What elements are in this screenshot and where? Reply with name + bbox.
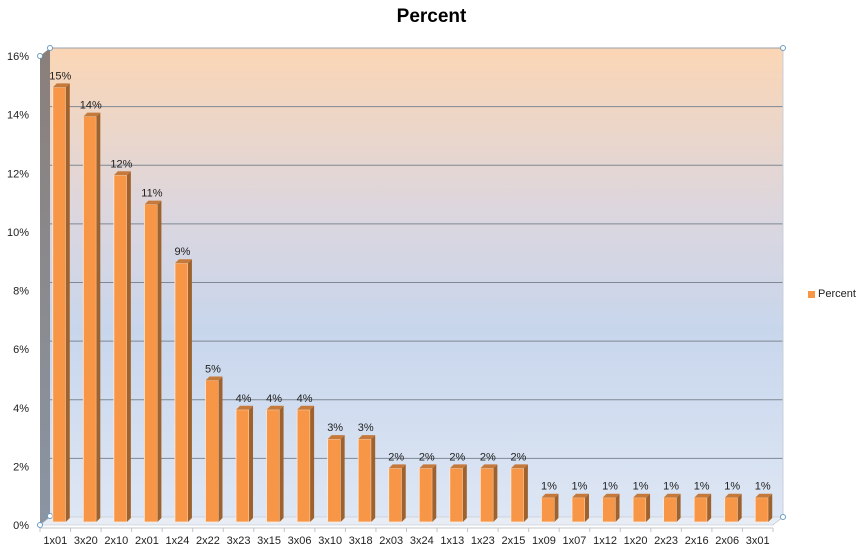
bar[interactable] [632,493,651,523]
bar[interactable] [235,405,254,523]
data-label: 1% [602,481,618,493]
selection-handle[interactable] [780,514,786,520]
x-tick-label: 3x24 [410,535,434,547]
bar[interactable] [693,493,712,523]
x-tick-label: 3x10 [318,535,342,547]
bar[interactable] [143,200,162,523]
data-label: 2% [419,451,435,463]
bar[interactable] [205,376,223,523]
plot-area: 0% 2% 4% 6% 8% 10% 12% 14% 16% 15% 1x01 14% 3x20 12% 2… [7,45,786,547]
data-label: 3% [358,422,374,434]
x-tick-label: 2x06 [715,535,739,547]
bar[interactable] [52,83,70,523]
chart-title: Percent [396,6,467,27]
bar[interactable] [388,464,406,523]
x-tick-label: 1x09 [532,535,556,547]
data-label: 1% [572,481,588,493]
x-tick-label: 2x10 [104,535,128,547]
legend-swatch [808,290,815,298]
data-label: 5% [205,363,221,375]
selection-handle[interactable] [47,45,53,51]
data-label: 1% [663,481,679,493]
selection-handle[interactable] [37,53,43,59]
data-label: 4% [236,393,252,405]
selection-handle[interactable] [47,513,53,519]
x-tick-label: 2x23 [654,535,678,547]
y-tick-label: 14% [7,110,29,122]
data-label: 2% [510,451,526,463]
x-tick-label: 3x18 [349,535,373,547]
bar[interactable] [82,112,101,523]
x-tick-label: 1x01 [43,535,67,547]
data-label: 1% [724,481,740,493]
bar[interactable] [418,464,437,523]
bar[interactable] [296,405,315,523]
y-tick-label: 4% [13,403,29,415]
bar[interactable] [327,435,345,523]
x-tick-label: 1x23 [471,535,495,547]
data-label: 1% [694,481,710,493]
data-label: 12% [110,158,132,170]
bar[interactable] [357,435,376,523]
bar[interactable] [541,493,559,523]
x-tick-label: 3x01 [746,535,770,547]
y-tick-label: 12% [7,168,29,180]
y-tick-label: 0% [13,520,29,532]
x-tick-label: 2x03 [379,535,403,547]
x-tick-label: 1x24 [166,535,190,547]
y-tick-label: 10% [7,227,29,239]
x-tick-label: 1x07 [563,535,587,547]
data-label: 1% [633,481,649,493]
data-label: 11% [141,188,162,200]
x-tick-label: 2x22 [196,535,220,547]
bar[interactable] [571,493,589,523]
x-tick-label: 3x06 [288,535,312,547]
legend: Percent [808,288,856,300]
x-tick-label: 1x13 [440,535,464,547]
data-label: 1% [541,481,557,493]
bar[interactable] [663,493,681,523]
bar[interactable] [449,464,467,523]
bar[interactable] [602,493,620,523]
data-label: 2% [449,451,465,463]
selection-handle[interactable] [37,522,43,528]
side-wall [40,48,50,525]
data-label: 2% [388,451,404,463]
y-tick-label: 6% [13,344,29,356]
data-label: 2% [480,451,496,463]
y-tick-label: 8% [13,286,29,298]
bar[interactable] [174,259,192,523]
y-tick-label: 16% [7,51,29,63]
data-label: 4% [266,393,282,405]
x-tick-label: 3x20 [74,535,98,547]
bar[interactable] [510,464,528,523]
bar[interactable] [266,405,284,523]
x-tick-label: 2x15 [501,535,525,547]
x-tick-label: 1x12 [593,535,617,547]
legend-label: Percent [818,288,856,300]
data-label: 3% [327,422,343,434]
x-tick-label: 2x16 [685,535,709,547]
bar[interactable] [113,171,131,523]
x-tick-label: 3x23 [227,535,251,547]
bar[interactable] [724,493,742,523]
x-tick-label: 1x20 [624,535,648,547]
data-label: 4% [297,393,313,405]
x-tick-label: 3x15 [257,535,281,547]
data-label: 15% [49,70,71,82]
data-label: 1% [755,481,771,493]
data-label: 9% [174,246,190,258]
x-tick-label: 2x01 [135,535,159,547]
bar[interactable] [754,493,773,523]
selection-handle[interactable] [780,45,786,51]
y-tick-label: 2% [13,461,29,473]
bar[interactable] [479,464,498,523]
data-label: 14% [80,100,102,112]
